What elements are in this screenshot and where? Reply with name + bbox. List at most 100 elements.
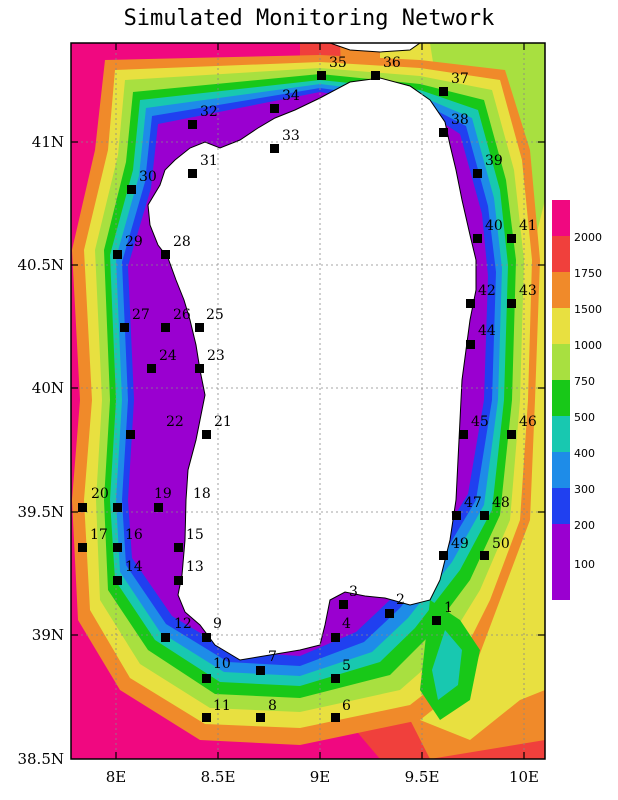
station-marker	[385, 609, 394, 618]
station-marker	[78, 503, 87, 512]
station-marker	[195, 323, 204, 332]
station-label: 4	[342, 616, 351, 632]
map-frame	[70, 42, 546, 760]
station-label: 20	[91, 486, 109, 502]
y-tick-label: 41N	[32, 133, 64, 151]
station-label: 42	[478, 283, 496, 299]
station-marker	[127, 185, 136, 194]
colorbar-label: 2000	[574, 231, 602, 244]
station-marker	[161, 323, 170, 332]
station-label: 34	[282, 88, 300, 104]
station-label: 27	[132, 307, 150, 323]
depth-field	[71, 43, 545, 759]
colorbar-label: 1500	[574, 303, 602, 316]
station-marker	[317, 71, 326, 80]
station-label: 1	[444, 600, 453, 616]
station-label: 41	[519, 218, 537, 234]
colorbar-label: 750	[574, 375, 595, 388]
station-label: 22	[166, 414, 184, 430]
station-marker	[154, 503, 163, 512]
station-label: 37	[451, 71, 469, 87]
station-marker	[507, 430, 516, 439]
x-tick-label: 8E	[106, 768, 127, 786]
station-label: 9	[213, 616, 222, 632]
station-marker	[331, 674, 340, 683]
station-marker	[439, 128, 448, 137]
station-label: 2	[396, 592, 405, 608]
y-tick-label: 39.5N	[17, 503, 64, 521]
station-marker	[202, 674, 211, 683]
station-label: 35	[329, 55, 347, 71]
station-marker	[480, 551, 489, 560]
colorbar-label: 500	[574, 411, 595, 424]
station-marker	[480, 511, 489, 520]
station-label: 19	[154, 486, 172, 502]
station-label: 33	[282, 128, 300, 144]
colorbar-label: 300	[574, 483, 595, 496]
colorbar-swatch	[552, 452, 570, 488]
colorbar-swatch	[552, 344, 570, 380]
station-marker	[202, 430, 211, 439]
station-marker	[113, 576, 122, 585]
station-marker	[126, 430, 135, 439]
x-axis-labels: 8E 8.5E 9E 9.5E 10E	[106, 768, 539, 786]
station-label: 40	[485, 218, 503, 234]
station-marker	[202, 713, 211, 722]
station-marker	[161, 633, 170, 642]
station-label: 3	[349, 584, 358, 600]
station-label: 39	[485, 153, 503, 169]
y-tick-label: 40.5N	[17, 256, 64, 274]
station-marker	[331, 713, 340, 722]
station-label: 29	[125, 234, 143, 250]
colorbar-swatch	[552, 524, 570, 600]
station-label: 45	[471, 414, 489, 430]
x-tick-label: 9E	[310, 768, 331, 786]
station-label: 7	[268, 649, 277, 665]
station-marker	[331, 633, 340, 642]
y-tick-label: 40N	[32, 379, 64, 397]
x-tick-label: 8.5E	[201, 768, 236, 786]
station-marker	[270, 104, 279, 113]
station-label: 30	[139, 169, 157, 185]
corsica-tip	[329, 43, 421, 53]
station-marker	[195, 364, 204, 373]
station-marker	[459, 430, 468, 439]
station-marker	[473, 234, 482, 243]
station-marker	[256, 666, 265, 675]
station-label: 44	[478, 323, 496, 339]
sardinia-island	[148, 78, 476, 660]
station-label: 47	[464, 495, 482, 511]
coastline	[147, 77, 477, 661]
y-tick-label: 38.5N	[17, 750, 64, 768]
colorbar-swatch	[552, 488, 570, 524]
station-marker	[507, 234, 516, 243]
colorbar: 2000 1750 1500 1000 750 500 400 300 200 …	[552, 200, 602, 600]
station-label: 6	[342, 698, 351, 714]
colorbar-swatch	[552, 236, 570, 272]
station-label: 24	[159, 348, 177, 364]
colorbar-swatch	[552, 416, 570, 452]
station-marker	[202, 633, 211, 642]
station-marker	[439, 87, 448, 96]
station-label: 46	[519, 414, 537, 430]
station-marker	[78, 543, 87, 552]
station-marker	[120, 323, 129, 332]
station-marker	[113, 543, 122, 552]
y-tick-label: 39N	[32, 626, 64, 644]
map-title: Simulated Monitoring Network	[123, 6, 495, 31]
station-label: 36	[383, 55, 401, 71]
station-marker	[256, 713, 265, 722]
station-marker	[339, 600, 348, 609]
station-label: 38	[451, 112, 469, 128]
station-marker	[466, 340, 475, 349]
colorbar-label: 400	[574, 447, 595, 460]
station-label: 28	[173, 234, 191, 250]
colorbar-label: 1750	[574, 267, 602, 280]
colorbar-swatch	[552, 272, 570, 308]
colorbar-label: 100	[574, 558, 595, 571]
graticule	[71, 43, 545, 759]
station-label: 14	[125, 559, 143, 575]
x-tick-label: 9.5E	[405, 768, 440, 786]
monitoring-stations: 1 2 3 4 5 6 7 8 9 10 11 12 13 14 15 16 1…	[78, 55, 537, 722]
